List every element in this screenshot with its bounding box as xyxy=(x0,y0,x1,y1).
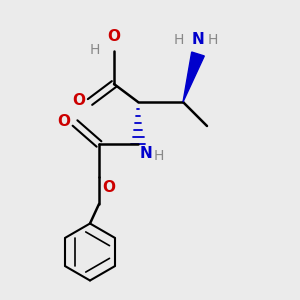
Text: O: O xyxy=(73,93,85,108)
Text: N: N xyxy=(192,32,204,46)
Text: H: H xyxy=(89,43,100,56)
Text: H: H xyxy=(173,32,184,46)
Polygon shape xyxy=(183,52,204,102)
Text: O: O xyxy=(107,29,121,44)
Text: H: H xyxy=(207,32,218,46)
Text: N: N xyxy=(140,146,152,160)
Text: H: H xyxy=(154,148,164,163)
Text: O: O xyxy=(58,114,70,129)
Text: O: O xyxy=(103,180,116,195)
